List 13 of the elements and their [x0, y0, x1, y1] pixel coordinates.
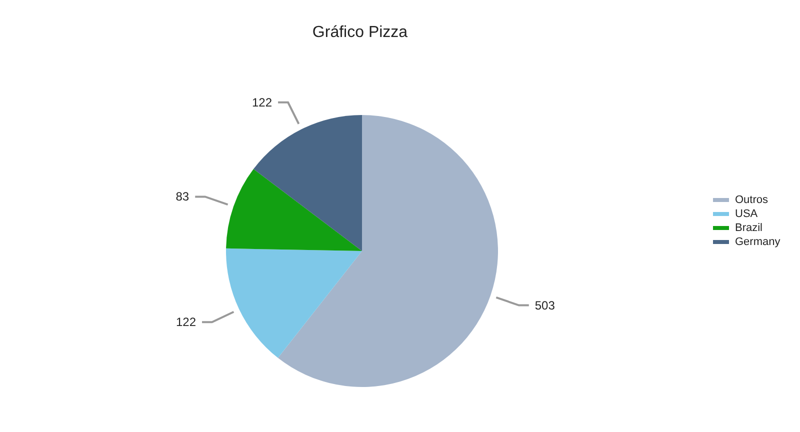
legend-label: USA	[735, 208, 758, 220]
chart-title: Gráfico Pizza	[311, 24, 409, 42]
pie-slice	[254, 115, 362, 251]
legend-label: Brazil	[735, 222, 763, 234]
data-label: 503	[534, 298, 556, 312]
legend-label: Germany	[735, 236, 780, 248]
pie-slice	[226, 248, 362, 358]
pie-slice	[226, 168, 362, 251]
data-label: 122	[176, 315, 196, 330]
data-label: 122	[252, 95, 272, 110]
legend-label: Outros	[735, 194, 768, 206]
pie-slice	[278, 115, 498, 387]
data-label: 83	[176, 190, 190, 204]
